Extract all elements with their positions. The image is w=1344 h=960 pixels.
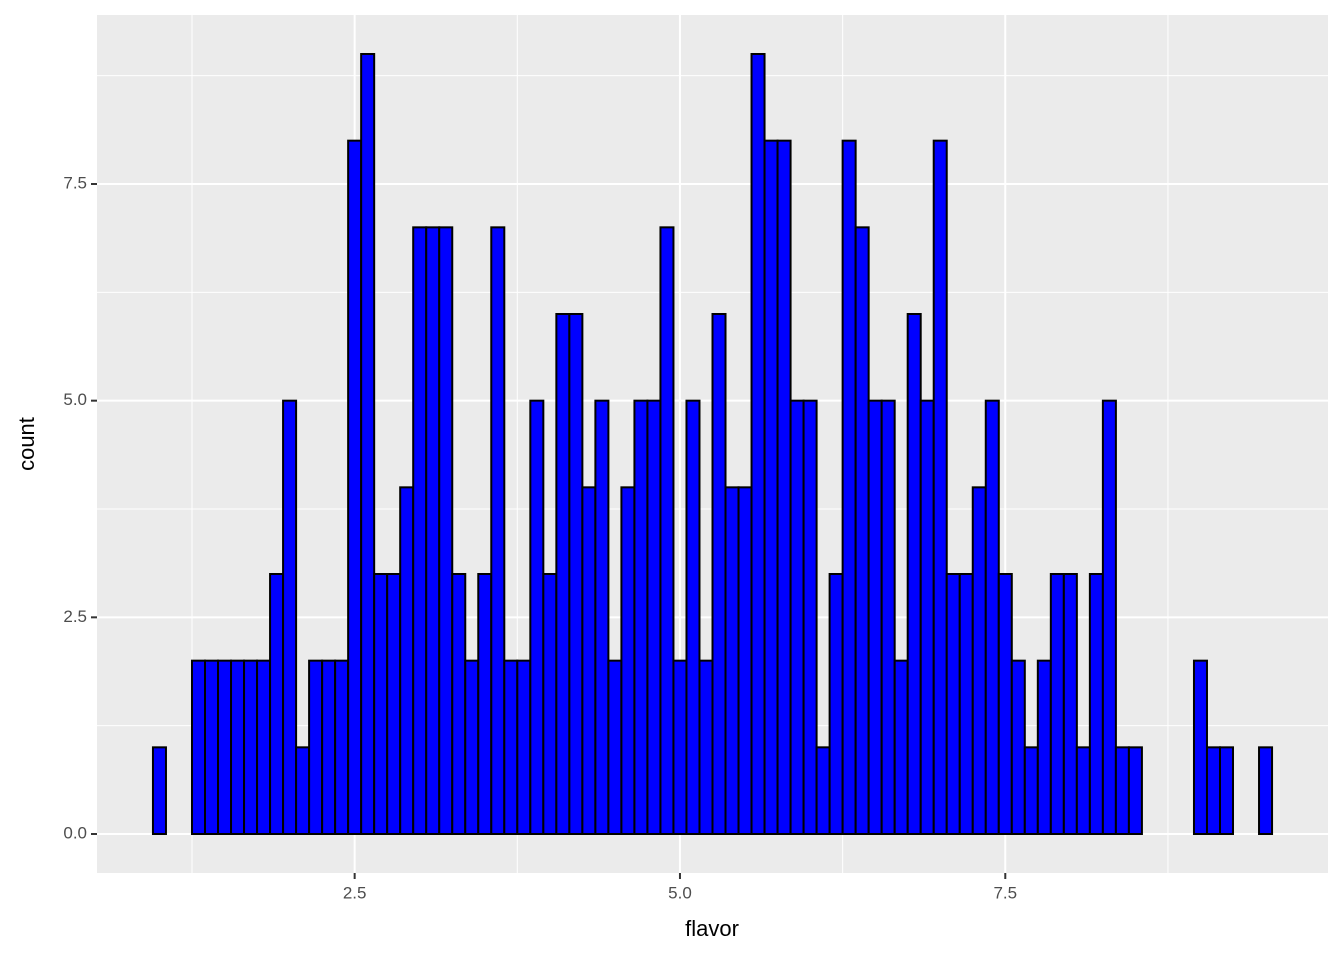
bar [425, 226, 441, 836]
bar [412, 226, 428, 836]
bar [490, 226, 506, 836]
bar [1010, 659, 1026, 836]
bar [646, 399, 662, 835]
bar [620, 486, 636, 835]
bar [555, 313, 571, 835]
bar [503, 659, 519, 836]
bar [659, 226, 675, 836]
bar [1036, 659, 1052, 836]
bar [815, 746, 831, 835]
bar [230, 659, 246, 836]
bar [386, 573, 402, 835]
bar [880, 399, 896, 835]
bar [373, 573, 389, 835]
bar [464, 659, 480, 836]
x-axis-title: flavor [685, 916, 739, 941]
bar [568, 313, 584, 835]
bar [971, 486, 987, 835]
bar [945, 573, 961, 835]
bar [1114, 746, 1130, 835]
bar [685, 399, 701, 835]
bar [334, 659, 350, 836]
bar [399, 486, 415, 835]
bar [737, 486, 753, 835]
bar [594, 399, 610, 835]
bar [607, 659, 623, 836]
bar [1062, 573, 1078, 835]
bar [269, 573, 285, 835]
bar [958, 573, 974, 835]
bar [477, 573, 493, 835]
bar [789, 399, 805, 835]
bar [1075, 746, 1091, 835]
bar [529, 399, 545, 835]
bar [217, 659, 233, 836]
bar [776, 139, 792, 835]
bar [919, 399, 935, 835]
bar [1088, 573, 1104, 835]
y-tick-label: 2.5 [63, 607, 87, 626]
bar [763, 139, 779, 835]
bar [997, 573, 1013, 835]
bar [893, 659, 909, 836]
bar [295, 746, 311, 835]
bar [984, 399, 1000, 835]
y-tick-label: 7.5 [63, 173, 87, 192]
y-axis-title: count [14, 417, 39, 471]
bar [190, 659, 207, 836]
bar [854, 226, 870, 836]
bar [360, 53, 376, 835]
bar [151, 746, 167, 835]
bar [750, 53, 766, 835]
bar [1258, 746, 1274, 835]
bar [581, 486, 597, 835]
x-tick-label: 7.5 [993, 883, 1017, 902]
bar [516, 659, 532, 836]
bar [1127, 746, 1143, 835]
bar [932, 139, 948, 835]
bar [1205, 746, 1221, 835]
bar [906, 313, 922, 835]
bar [451, 573, 467, 835]
bar [672, 659, 688, 836]
bar [1023, 746, 1039, 835]
bar [321, 659, 337, 836]
bar [1192, 659, 1208, 836]
bar [802, 399, 818, 835]
bar [867, 399, 883, 835]
x-tick-label: 5.0 [668, 883, 692, 902]
x-tick-label: 2.5 [343, 883, 367, 902]
bar [633, 399, 649, 835]
bar [1218, 746, 1235, 835]
bar [256, 659, 272, 836]
bar [828, 573, 844, 835]
bar [542, 573, 558, 835]
bar [204, 659, 220, 836]
bar [347, 139, 363, 835]
bar [243, 659, 259, 836]
bar [698, 659, 714, 836]
bar [841, 139, 857, 835]
bar [308, 659, 324, 836]
bar [438, 226, 454, 836]
y-tick-label: 0.0 [63, 823, 87, 842]
bar [1101, 399, 1117, 835]
bar [282, 399, 298, 835]
bar [711, 313, 727, 835]
bar [1049, 573, 1065, 835]
bar [724, 486, 740, 835]
y-tick-label: 5.0 [63, 390, 87, 409]
